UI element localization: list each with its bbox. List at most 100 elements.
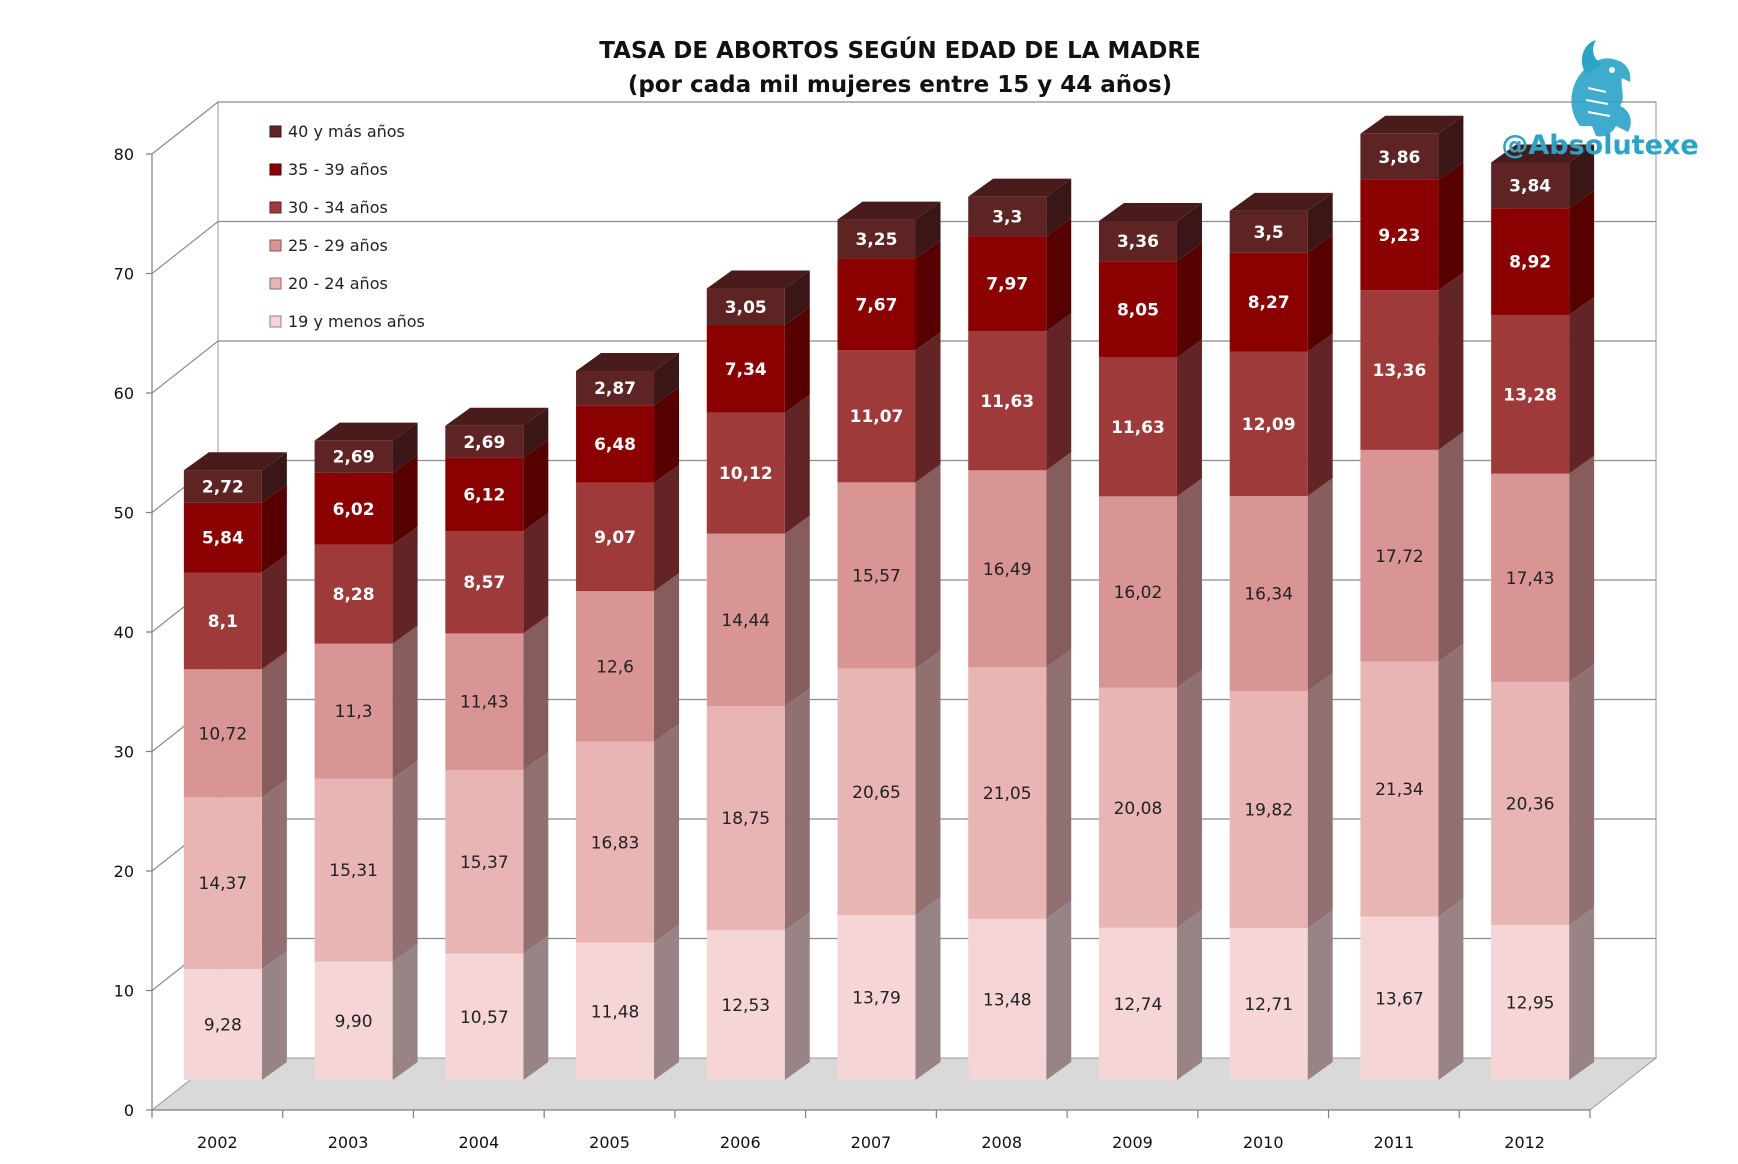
- bar-segment: 20,08: [1098, 669, 1202, 928]
- bar-side-face: [1176, 909, 1202, 1080]
- bar-side-face: [1176, 478, 1202, 688]
- bar-front-face: [314, 778, 393, 962]
- legend-item: 19 y menos años: [269, 312, 425, 331]
- bar-segment: 9,07: [576, 464, 680, 592]
- bar-stack: 13,48 21,05 16,49 11,63 7,97 3,3: [968, 178, 1072, 1080]
- bar-segment: 20,36: [1491, 663, 1595, 926]
- data-label: 11,43: [460, 693, 509, 713]
- y-axis: 0 10 20 30 40 50 60 70 80: [114, 145, 153, 1120]
- bar-side-face: [654, 723, 680, 943]
- bar-front-face: [1360, 449, 1439, 662]
- bar-segment: 16,83: [576, 723, 680, 943]
- bar-top-face: [837, 201, 941, 220]
- bar-front-face: [1491, 473, 1570, 682]
- data-label: 16,02: [1114, 583, 1163, 603]
- chart-subtitle: (por cada mil mujeres entre 15 y 44 años…: [628, 72, 1172, 98]
- bar-side-face: [1569, 907, 1595, 1080]
- data-label: 14,44: [721, 611, 770, 631]
- legend-label: 25 - 29 años: [288, 236, 388, 255]
- bar-segment: 8,05: [1098, 243, 1202, 358]
- bar-segment: 19,82: [1229, 673, 1333, 929]
- y-tick-label: 20: [114, 862, 134, 881]
- bar-front-face: [445, 953, 524, 1080]
- bar-stack: 12,71 19,82 16,34 12,09 8,27 3,5: [1229, 192, 1333, 1080]
- data-label: 2,72: [202, 477, 244, 497]
- bar-side-face: [784, 394, 810, 534]
- bar-segment: 15,31: [314, 760, 418, 962]
- bar-front-face: [837, 258, 916, 351]
- bar-segment: 8,92: [1491, 190, 1595, 315]
- data-label: 13,48: [983, 990, 1032, 1010]
- bar-side-face: [1176, 203, 1202, 262]
- bar-front-face: [576, 482, 655, 592]
- y-tick-label: 30: [114, 743, 134, 762]
- bar-side-face: [1438, 272, 1464, 450]
- bar-side-face: [1176, 243, 1202, 358]
- legend-label: 19 y menos años: [288, 312, 425, 331]
- bar-segment: 11,07: [837, 332, 941, 483]
- bar-side-face: [1176, 669, 1202, 928]
- bar-stack: 9,28 14,37 10,72 8,1 5,84 2,72: [183, 452, 287, 1080]
- bar-segment: 11,63: [968, 313, 1072, 471]
- bar-side-face: [784, 912, 810, 1080]
- bar-front-face: [314, 440, 393, 473]
- bar-segment: 14,44: [706, 515, 810, 707]
- data-label: 8,28: [333, 585, 375, 605]
- data-label: 16,49: [983, 560, 1032, 580]
- bar-segment: 11,63: [1098, 339, 1202, 497]
- bar-front-face: [706, 533, 785, 707]
- bar-side-face: [523, 513, 549, 634]
- data-label: 3,25: [856, 230, 898, 250]
- bar-top-face: [445, 407, 549, 426]
- bar-front-face: [445, 425, 524, 458]
- legend-item: 35 - 39 años: [269, 160, 388, 179]
- bar-segment: 2,69: [445, 407, 549, 458]
- bar-top-face: [1491, 144, 1595, 163]
- bar-segment: 8,27: [1229, 234, 1333, 352]
- bar-front-face: [706, 288, 785, 325]
- bar-front-face: [1098, 496, 1177, 688]
- data-label: 13,79: [852, 989, 901, 1009]
- y-tick-label: 40: [114, 623, 134, 642]
- data-label: 19,82: [1244, 801, 1293, 821]
- bar-front-face: [1360, 916, 1439, 1080]
- legend-item: 20 - 24 años: [269, 274, 388, 293]
- bar-front-face: [968, 236, 1047, 332]
- bar-segment: 16,02: [1098, 478, 1202, 688]
- bar-side-face: [1307, 333, 1333, 497]
- bar-front-face: [968, 470, 1047, 668]
- data-label: 11,63: [980, 392, 1034, 412]
- bar-side-face: [1046, 649, 1072, 919]
- data-label: 12,74: [1114, 995, 1163, 1015]
- bar-top-face: [968, 178, 1072, 197]
- bar-segment: 3,05: [706, 270, 810, 325]
- bar-segment: 10,57: [445, 935, 549, 1080]
- bar-segment: 3,36: [1098, 203, 1202, 262]
- legend-swatch: [269, 125, 282, 138]
- bar-side-face: [261, 452, 287, 503]
- data-label: 6,12: [463, 485, 505, 505]
- bar-side-face: [915, 332, 941, 483]
- data-label: 14,37: [199, 874, 248, 894]
- bar-segment: 20,65: [837, 650, 941, 916]
- bar-front-face: [576, 405, 655, 483]
- bar-side-face: [1438, 115, 1464, 180]
- bar-segment: 11,48: [576, 924, 680, 1080]
- bar-side-face: [1307, 910, 1333, 1080]
- bar-front-face: [1360, 179, 1439, 291]
- legend-item: 30 - 34 años: [269, 198, 388, 217]
- bar-segment: 13,28: [1491, 296, 1595, 474]
- data-label: 8,57: [463, 573, 505, 593]
- bar-segment: 11,3: [314, 625, 418, 779]
- bar-side-face: [654, 387, 680, 483]
- bar-segment: 8,1: [183, 554, 287, 670]
- data-label: 9,07: [594, 528, 636, 548]
- data-label: 10,12: [719, 464, 773, 484]
- data-label: 12,71: [1244, 995, 1293, 1015]
- bar-front-face: [445, 770, 524, 954]
- bar-side-face: [392, 422, 418, 473]
- bar-segment: 2,69: [314, 422, 418, 473]
- y-tick-label: 80: [114, 145, 134, 164]
- bar-side-face: [523, 615, 549, 771]
- bar-side-face: [392, 625, 418, 779]
